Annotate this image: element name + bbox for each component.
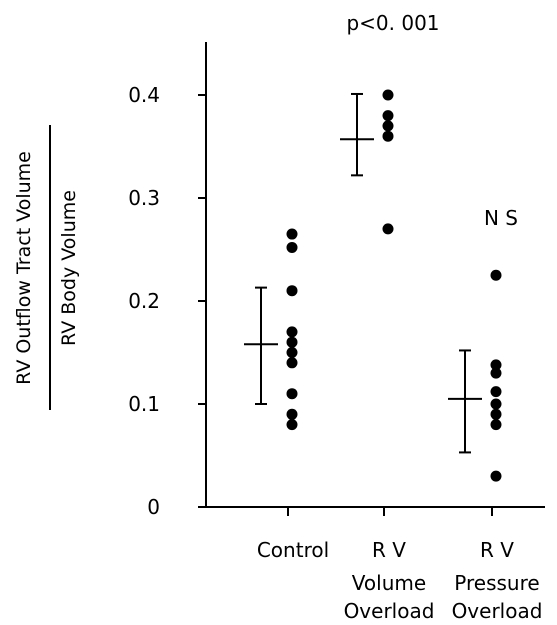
data-point: [286, 241, 298, 253]
data-point: [286, 347, 298, 358]
category-label-line: R V: [480, 538, 514, 562]
y-axis-label: RV Outflow Tract Volume RV Body Volume: [13, 125, 80, 410]
y-ticks: 0 0.1 0.2 0.3 0.4: [128, 83, 206, 519]
annotations: p<0. 001 N S: [346, 11, 518, 230]
data-point: [490, 398, 502, 410]
y-tick-label: 0.4: [128, 83, 160, 107]
category-label-line: R V: [372, 538, 406, 562]
data-point: [382, 89, 394, 101]
axes: [205, 42, 545, 516]
data-point: [490, 470, 502, 482]
data-point: [490, 269, 502, 281]
data-marks: [244, 89, 502, 482]
data-point: [286, 408, 298, 420]
y-tick-label: 0.3: [128, 186, 160, 210]
data-point: [382, 223, 394, 235]
data-point: [490, 408, 502, 420]
category-label-line: Overload: [344, 599, 435, 623]
category-labels: Control R V Volume Overload R V Pressure Overl…: [257, 538, 543, 623]
data-point: [286, 388, 298, 400]
y-tick-label: 0.1: [128, 392, 160, 416]
category-label-line: Volume: [352, 571, 426, 595]
significance-annotation: N S: [484, 206, 518, 230]
category-label-line: Overload: [452, 599, 543, 623]
data-point: [490, 359, 502, 371]
data-point: [490, 386, 502, 398]
data-point: [490, 419, 502, 431]
y-label-denominator: RV Body Volume: [58, 190, 80, 346]
data-point: [286, 419, 298, 431]
data-point: [490, 367, 502, 379]
data-point: [286, 285, 298, 297]
data-point: [286, 228, 298, 240]
data-point: [286, 357, 298, 369]
data-point: [382, 110, 394, 122]
y-tick-label: 0.2: [128, 289, 160, 313]
significance-annotation: p<0. 001: [346, 11, 439, 35]
y-label-numerator: RV Outflow Tract Volume: [13, 151, 35, 385]
y-tick-label: 0: [147, 495, 160, 519]
data-point: [286, 326, 298, 338]
data-point: [382, 130, 394, 142]
category-label-line: Control: [257, 538, 329, 562]
data-point: [382, 120, 394, 132]
category-label-line: Pressure: [454, 571, 539, 595]
data-point: [286, 336, 298, 348]
